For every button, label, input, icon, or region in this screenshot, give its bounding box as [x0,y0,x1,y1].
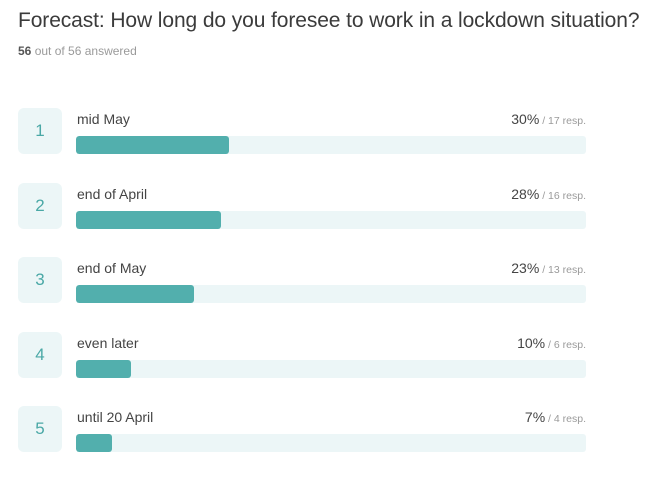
option-stat: 10% / 6 resp. [517,335,586,351]
question-title: Forecast: How long do you foresee to wor… [18,9,640,32]
rank-badge: 5 [18,406,62,452]
option-responses: / 17 resp. [539,115,586,127]
bar-fill [76,285,195,303]
result-row: 1 mid May 30% / 17 resp. [0,108,672,158]
rank-badge: 2 [18,183,62,229]
bar-fill [76,211,221,229]
option-stat: 28% / 16 resp. [511,186,586,202]
bar-track [76,360,586,378]
result-row: 2 end of April 28% / 16 resp. [0,183,672,233]
rank-badge: 1 [18,108,62,154]
option-label: mid May [77,111,130,127]
option-percent: 10% [517,335,546,351]
option-responses: / 4 resp. [545,413,586,425]
rank-badge: 3 [18,257,62,303]
option-stat: 23% / 13 resp. [511,260,586,276]
option-stat: 7% / 4 resp. [525,409,586,425]
option-stat: 30% / 17 resp. [511,111,586,127]
result-row: 3 end of May 23% / 13 resp. [0,257,672,307]
answered-count: 56 [18,44,32,58]
bar-track [76,211,586,229]
bar-track [76,434,586,452]
bar-fill [76,360,131,378]
option-responses: / 13 resp. [539,264,586,276]
rank-badge: 4 [18,332,62,378]
option-percent: 30% [511,111,540,127]
bar-track [76,136,586,154]
option-responses: / 6 resp. [545,339,586,351]
option-percent: 7% [524,409,546,425]
option-label: until 20 April [77,409,154,425]
option-label: end of April [77,186,148,202]
answered-suffix: out of 56 answered [31,44,137,58]
option-label: end of May [77,260,147,276]
result-row: 4 even later 10% / 6 resp. [0,332,672,382]
option-label: even later [77,335,139,351]
option-percent: 28% [511,186,540,202]
result-row: 5 until 20 April 7% / 4 resp. [0,406,672,456]
bar-fill [76,136,229,154]
bar-track [76,285,586,303]
option-percent: 23% [511,260,540,276]
bar-fill [76,434,113,452]
option-responses: / 16 resp. [539,190,586,202]
answered-summary: 56 out of 56 answered [18,44,137,58]
